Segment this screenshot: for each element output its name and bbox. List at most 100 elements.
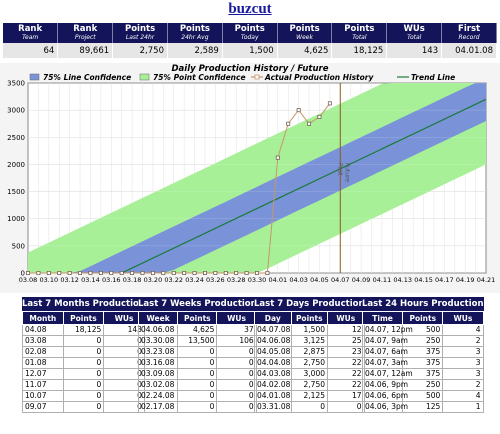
actual-point [57,271,62,275]
table-cell: 03.02.08 [137,379,179,391]
table-cell: 3 [442,346,484,358]
x-tick-label: 04.07 [331,276,350,284]
table-cell: 0 [290,401,328,413]
table-cell: 04.05.08 [254,346,292,358]
x-tick-label: 04.11 [373,276,392,284]
actual-point [67,271,72,275]
stats-value-4: 1,500 [222,43,278,58]
table-cell: 04.06, 6pm [361,390,408,402]
stats-values-row: 64 89,661 2,750 2,589 1,500 4,625 18,125 143 04.… [3,43,497,58]
stats-header-8: First Record [441,23,497,43]
table-cell: 02.08 [22,346,64,358]
table-cell: 04.06.08 [254,335,292,347]
actual-point [234,271,239,275]
table-row: 04.03.08 3,000 22 [254,368,365,380]
stats-header-4: Points Today [222,23,278,43]
actual-point [150,271,155,275]
panel-column-header: Points [290,311,328,325]
table-cell: 0 [216,401,257,413]
table-cell: 12 [327,324,365,336]
table-cell: 03.08 [22,335,64,347]
stats-header-6: Points Total [331,23,388,43]
stats-value-5: 4,625 [277,43,333,58]
weeks-panel-title: Last 7 Weeks Production [138,297,257,311]
table-cell: 01.08 [22,357,64,369]
x-tick-label: 03.10 [40,276,59,284]
stats-header-sublabel: Team [22,34,39,41]
actual-point [255,271,259,275]
table-row: 02.17.08 0 0 [137,401,257,413]
actual-point [161,271,166,275]
table-row: 02.08 0 0 [22,346,145,358]
x-tick-label: 03.22 [164,276,183,284]
actual-point [192,271,197,275]
y-tick-label: 1500 [7,188,25,196]
table-row: 04.02.08 2,750 22 [254,379,365,391]
table-cell: 1,500 [290,324,328,336]
table-cell: 03.16.08 [137,357,179,369]
table-cell: 18,125 [62,324,105,336]
table-cell: 0 [177,368,218,380]
stats-header-sublabel: Total [352,34,367,41]
x-tick-label: 03.28 [227,276,246,284]
stats-header-row: Rank Team Rank Project Points Last 24hr Points… [3,23,497,43]
table-cell: 02.24.08 [137,390,179,402]
actual-point [36,271,41,275]
table-cell: 0 [177,357,218,369]
table-row: 04.07, 6am 375 3 [361,346,484,358]
actual-point [213,271,218,275]
table-cell: 0 [216,346,257,358]
table-row: 04.01.08 2,125 17 [254,390,365,402]
table-row: 09.07 0 0 [22,401,145,413]
y-tick-label: 3500 [7,80,25,88]
table-row: 03.23.08 0 0 [137,346,257,358]
actual-point [182,271,187,275]
table-cell: 2,875 [290,346,328,358]
table-row: 04.06.08 3,125 25 [254,335,365,347]
table-cell: 0 [216,390,257,402]
stats-header-label: WUs [403,24,425,34]
actual-point [130,271,135,275]
table-cell: 09.07 [22,401,64,413]
stats-header-label: Points [124,24,156,34]
actual-point [317,114,322,119]
table-cell: 22 [327,379,365,391]
panel-column-header: Month [22,311,64,325]
past-label: Past [336,163,343,176]
stats-header-sublabel: Total [407,34,422,41]
point-confidence-band [28,83,486,273]
line-confidence-band [28,83,486,273]
table-row: 10.07 0 0 [22,390,145,402]
stats-header-label: Points [179,24,210,34]
table-cell: 04.07, 6am [361,346,408,358]
stats-header-label: Rank [18,24,43,34]
x-tick-label: 03.20 [144,276,163,284]
legend-label: 75% Point Confidence [153,73,246,82]
actual-point [98,271,103,275]
table-cell: 04.07, 12am [361,368,413,380]
x-tick-label: 04.05 [310,276,329,284]
stats-header-label: Points [289,24,320,34]
panel-header-row: Day Points WUs [254,311,365,325]
table-cell: 04.06, 3pm [361,401,408,413]
table-row: 02.24.08 0 0 [137,390,257,402]
panel-header-row: Week Points WUs [137,311,257,325]
actual-point [223,271,228,275]
table-cell: 2 [442,335,484,347]
x-tick-label: 03.08 [19,276,38,284]
table-cell: 0 [177,346,218,358]
stats-value-8: 04.01.08 [441,43,497,58]
actual-point [203,271,207,275]
table-cell: 04.08 [22,324,64,336]
table-cell: 2 [442,379,484,391]
table-row: 03.08 0 0 [22,335,145,347]
months-production-table: Last 7 Months Production Month Points WUs 04… [22,297,145,413]
panel-column-header: Points [402,311,444,325]
panel-column-header: WUs [442,311,484,325]
table-cell: 0 [216,357,257,369]
actual-point [140,271,145,275]
stats-value-0: 64 [3,43,59,58]
page-title[interactable]: buzcut [228,1,272,17]
actual-point [119,271,124,275]
legend-swatch [139,73,150,81]
